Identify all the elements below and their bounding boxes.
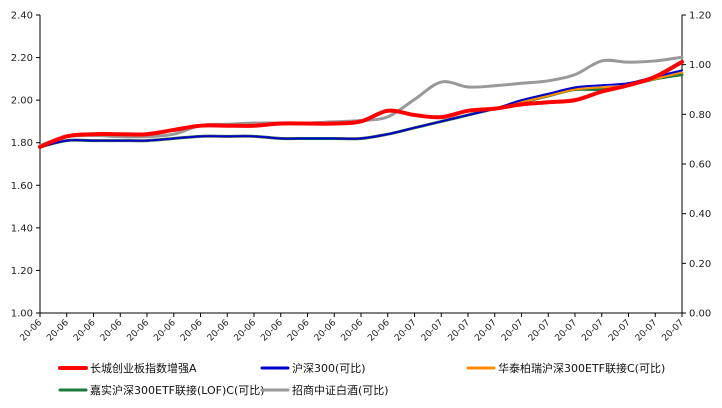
right-tick-label: 0.60 [689,160,711,171]
right-tick-label: 0.20 [689,259,711,270]
left-tick-label: 1.40 [11,223,33,234]
left-tick-label: 2.20 [11,53,33,64]
right-tick-label: 0.00 [689,309,711,320]
left-tick-label: 1.00 [11,309,33,320]
left-tick-label: 1.20 [11,266,33,277]
legend: 长城创业板指数增强A 沪深300(可比) 华泰柏瑞沪深300ETF联接C(可比) 嘉实… [58,361,665,397]
right-tick-label: 0.80 [689,110,711,121]
legend-label-0: 长城创业板指数增强A [90,361,197,375]
left-tick-label: 1.80 [11,138,33,149]
legend-label-3: 嘉实沪深300ETF联接(LOF)C(可比) [90,383,265,397]
legend-label-2: 华泰柏瑞沪深300ETF联接C(可比) [498,361,665,375]
legend-label-1: 沪深300(可比) [292,361,366,375]
legend-label-4: 招商中证白酒(可比) [292,383,389,397]
series-line-1 [39,69,683,148]
series-line-0 [38,59,684,149]
right-tick-label: 1.20 [689,11,711,22]
left-tick-label: 2.40 [11,11,33,22]
left-tick-label: 2.00 [11,96,33,107]
right-tick-label: 0.40 [689,209,711,220]
right-tick-label: 1.00 [689,60,711,71]
left-tick-label: 1.60 [11,181,33,192]
series-lines [38,55,684,149]
